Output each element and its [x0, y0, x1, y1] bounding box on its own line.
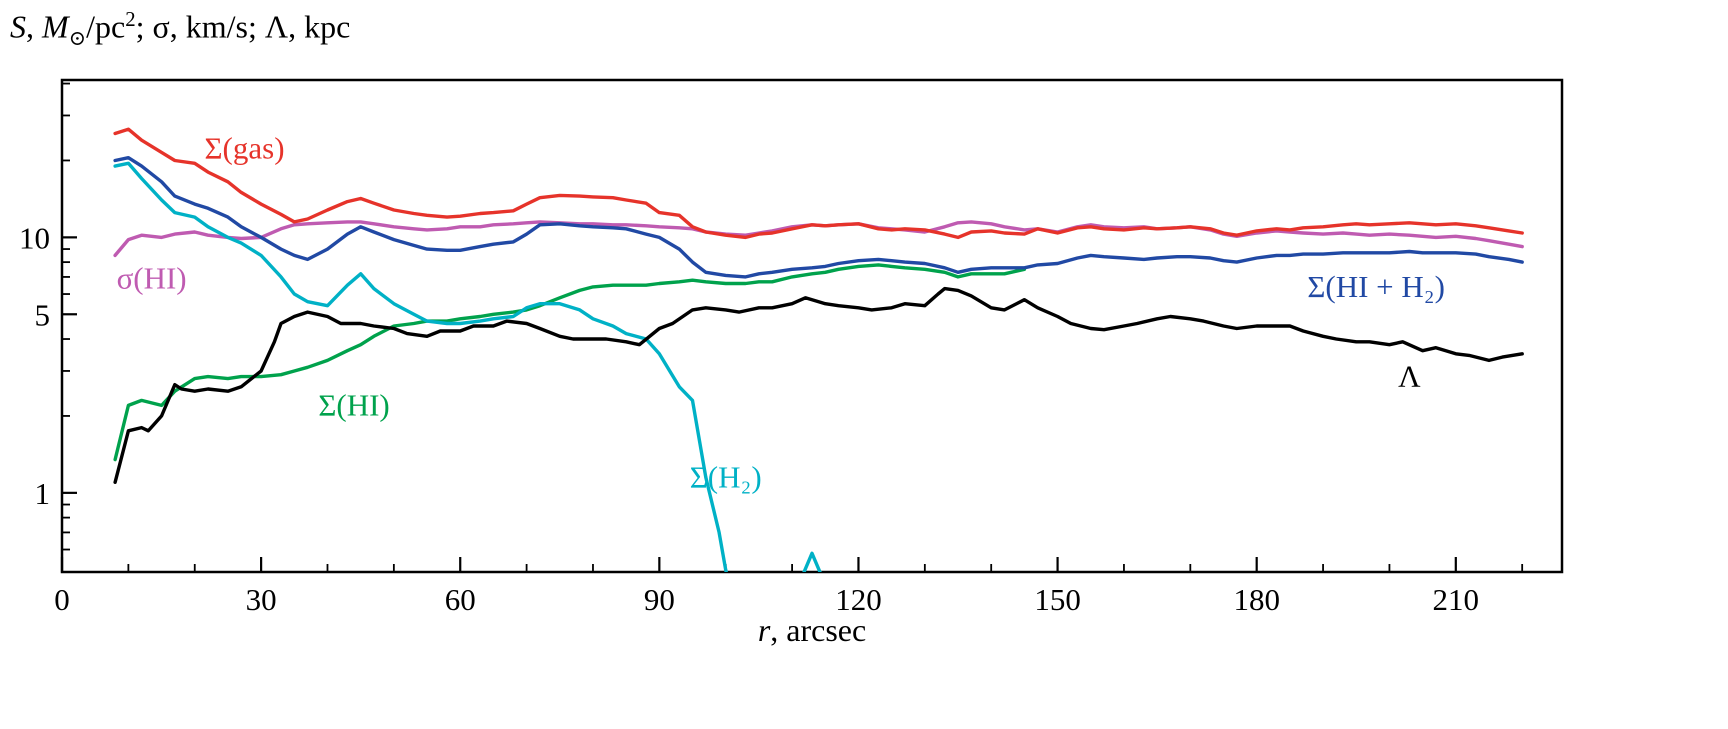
- curve-label-sigma-gas: Σ(gas): [205, 130, 285, 165]
- x-tick-label: 180: [1233, 582, 1280, 617]
- x-tick-label: 90: [644, 582, 675, 617]
- plot-border: [60, 78, 1564, 574]
- curve-label-sigma-hi: Σ(HI): [318, 387, 389, 422]
- series-sigma-gas: [113, 127, 1524, 240]
- x-axis-title: r, arcsec: [757, 612, 867, 648]
- series-group: [113, 127, 1524, 572]
- y-axis-title: S, M⊙/pc2; σ, km/s; Λ, kpc: [10, 8, 351, 51]
- x-tick-label: 120: [835, 582, 882, 617]
- series-sigma-hi-plus-h2: [113, 156, 1524, 279]
- x-tick-label: 60: [445, 582, 476, 617]
- x-tick-label: 30: [246, 582, 277, 617]
- curve-label-lambda: Λ: [1398, 359, 1421, 394]
- x-tick-label: 150: [1034, 582, 1081, 617]
- series-sigma-h2: [113, 161, 822, 572]
- series-lambda: [113, 286, 1524, 484]
- x-tick-label: 0: [54, 582, 70, 617]
- x-tick-label: 210: [1433, 582, 1480, 617]
- curve-label-sigma-h2: Σ(H₂): [690, 459, 762, 494]
- series-sigma-hi: [113, 263, 1027, 462]
- y-tick-label: 1: [35, 476, 51, 511]
- y-tick-label: 5: [35, 297, 51, 332]
- curve-label-vel-dispersion-hi: σ(HI): [117, 261, 187, 296]
- y-tick-label: 10: [19, 220, 50, 255]
- curve-label-sigma-hi-plus-h2: Σ(HI + H₂): [1307, 269, 1445, 304]
